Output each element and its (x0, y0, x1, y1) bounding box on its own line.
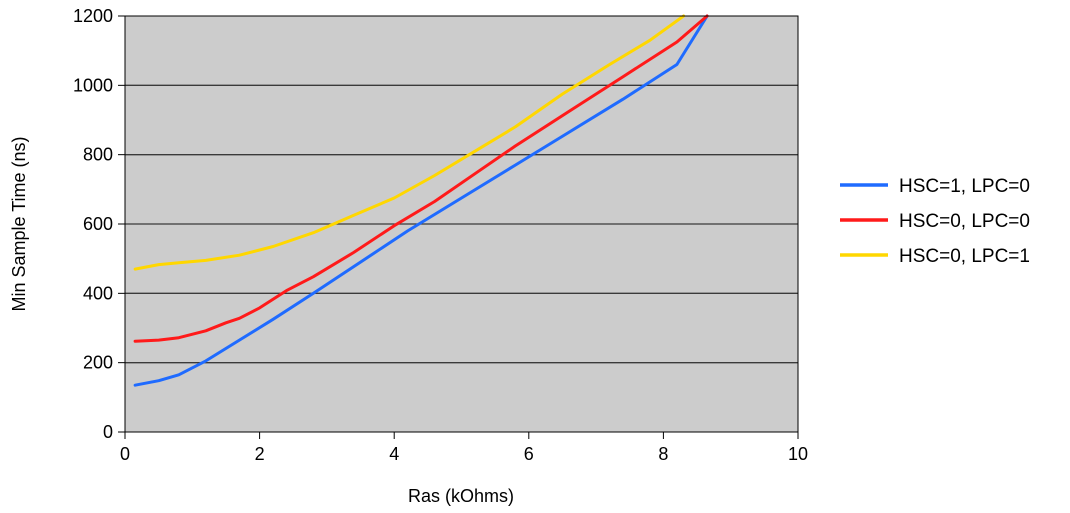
x-tick-label-4: 4 (389, 444, 399, 464)
series-lines (133, 14, 709, 387)
legend: HSC=1, LPC=0 HSC=0, LPC=0 HSC=0, LPC=1 (840, 176, 1030, 267)
x-tick-label-0: 0 (120, 444, 130, 464)
y-tick-label-0: 0 (103, 422, 113, 442)
x-tick-label-6: 6 (524, 444, 534, 464)
y-tick-label-1200: 1200 (73, 6, 113, 26)
series-line-1 (133, 14, 709, 387)
series-line-2 (133, 14, 709, 343)
x-axis-title: Ras (kOhms) (408, 486, 514, 506)
gridlines (125, 84, 798, 364)
legend-label-3: HSC=0, LPC=1 (899, 246, 1030, 267)
legend-label-1: HSC=1, LPC=0 (899, 176, 1030, 197)
x-tick-label-10: 10 (788, 444, 808, 464)
x-tick-label-2: 2 (255, 444, 265, 464)
y-axis-title: Min Sample Time (ns) (9, 136, 29, 311)
x-axis: 0 2 4 6 8 10 (120, 432, 808, 464)
y-axis: 0 200 400 600 800 1000 1200 (73, 6, 125, 442)
y-tick-label-200: 200 (83, 353, 113, 373)
y-tick-label-400: 400 (83, 283, 113, 303)
legend-label-2: HSC=0, LPC=0 (899, 211, 1030, 232)
y-tick-label-600: 600 (83, 214, 113, 234)
y-tick-label-1000: 1000 (73, 75, 113, 95)
x-tick-label-8: 8 (658, 444, 668, 464)
y-tick-label-800: 800 (83, 145, 113, 165)
series-line-3 (133, 14, 686, 271)
